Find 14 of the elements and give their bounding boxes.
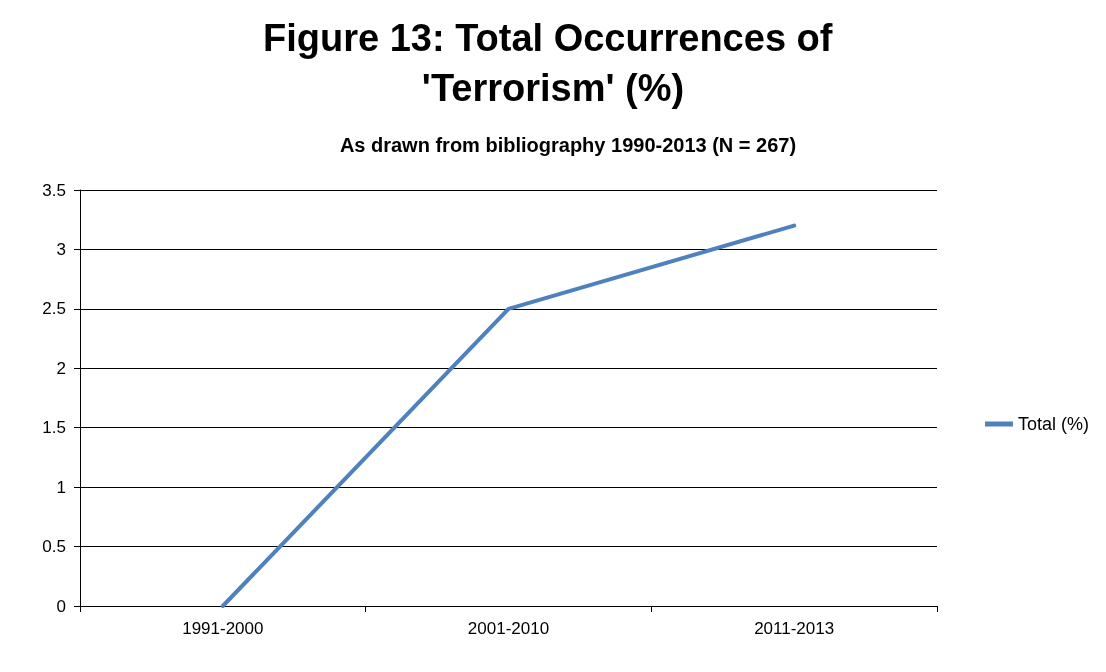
chart-title: Figure 13: Total Occurrences of 'Terrorism' (%) [262, 17, 844, 109]
legend-label: Total (%) [1017, 414, 1089, 434]
y-tick-label: 2 [56, 358, 66, 378]
y-tick-label: 1.5 [42, 418, 66, 438]
x-tick-label: 1991-2000 [182, 619, 264, 638]
y-tick-label: 2.5 [42, 299, 66, 319]
y-tick-label: 1 [56, 477, 66, 497]
y-tick-label: 0 [56, 596, 66, 616]
y-tick-label: 3.5 [42, 180, 66, 200]
chart-subtitle: As drawn from bibliography 1990-2013 (N = 267) [339, 134, 797, 156]
y-tick-label: 3 [56, 239, 66, 259]
x-tick-label: 2011-2013 [754, 619, 835, 638]
y-tick-label: 0.5 [42, 537, 66, 557]
x-tick-label: 2001-2010 [467, 619, 550, 638]
